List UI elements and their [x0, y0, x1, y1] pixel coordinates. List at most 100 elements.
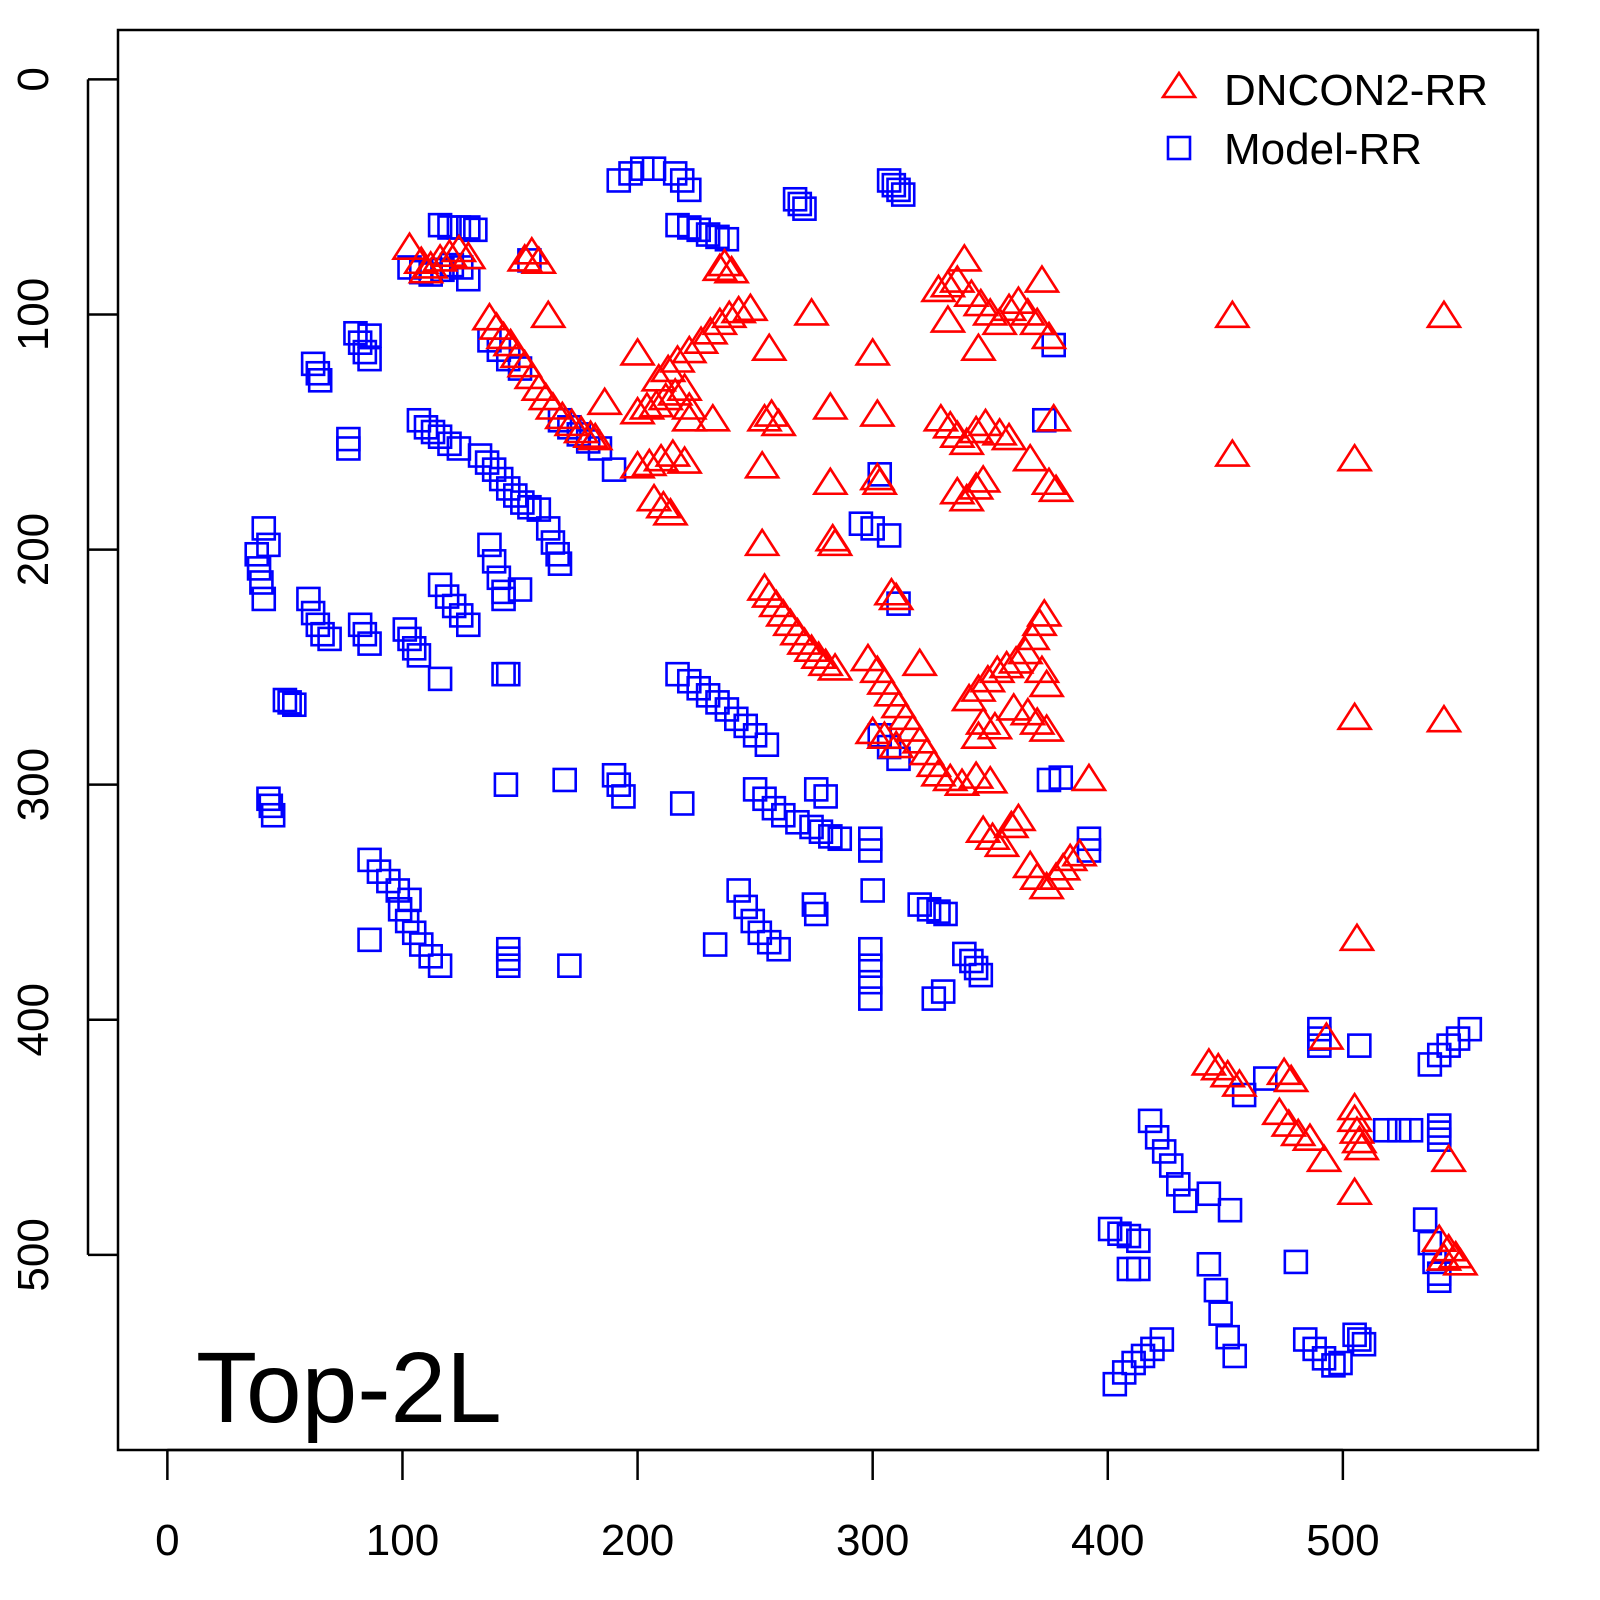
- dncon2-rr-point: [743, 449, 781, 479]
- dncon2-rr-point: [1028, 713, 1066, 742]
- model-rr-point: [705, 690, 730, 715]
- model-rr-point: [1398, 1117, 1424, 1143]
- dncon2-rr-point: [816, 652, 854, 681]
- model-rr-point: [491, 661, 516, 687]
- dncon2-rr-point: [1430, 1143, 1468, 1173]
- model-rr-point: [495, 946, 521, 971]
- dncon2-rr-point: [553, 407, 591, 437]
- dncon2-rr-point: [929, 268, 967, 298]
- model-rr-point: [803, 777, 829, 802]
- dncon2-rr-point: [800, 640, 837, 670]
- model-rr-point: [959, 948, 984, 974]
- dncon2-rr-point: [1336, 1103, 1373, 1133]
- model-rr-point: [300, 351, 326, 377]
- model-rr-point: [669, 791, 695, 816]
- model-rr-point: [662, 161, 688, 186]
- dncon2-rr-point: [1190, 1047, 1228, 1076]
- dncon2-rr-point: [720, 294, 758, 324]
- model-rr-point: [771, 802, 796, 828]
- dncon2-rr-point: [873, 576, 910, 606]
- model-rr-point: [336, 426, 361, 452]
- legend: DNCON2-RR Model-RR: [1160, 66, 1488, 174]
- dncon2-rr-point: [1028, 668, 1066, 698]
- model-rr-point: [1137, 1108, 1163, 1134]
- model-rr-point: [376, 868, 401, 894]
- dncon2-rr-point: [670, 391, 708, 420]
- model-rr-point: [858, 838, 883, 863]
- model-rr-point: [547, 551, 573, 576]
- dncon2-rr-point: [1308, 1021, 1345, 1050]
- dncon2-rr-point: [1014, 621, 1051, 651]
- model-rr-point: [272, 687, 298, 713]
- model-rr-point: [1203, 1277, 1229, 1303]
- y-tick-label: 100: [9, 278, 58, 351]
- dncon2-rr-point: [391, 231, 428, 260]
- y-tick-label: 400: [9, 983, 58, 1056]
- dncon2-rr-point: [750, 332, 788, 362]
- model-rr-point: [352, 621, 378, 647]
- dncon2-rr-point: [628, 391, 666, 420]
- dncon2-rr-point: [619, 395, 656, 425]
- dncon2-rr-point: [988, 649, 1026, 679]
- dncon2-rr-point: [793, 297, 830, 326]
- model-rr-point: [317, 626, 342, 652]
- model-rr-point: [557, 953, 582, 978]
- dncon2-rr-point: [645, 489, 682, 519]
- dncon2-rr-point: [786, 626, 823, 655]
- dncon2-rr-point: [520, 245, 558, 275]
- model-rr-point: [336, 436, 361, 461]
- model-rr-point: [441, 593, 467, 619]
- model-rr-point: [686, 675, 711, 701]
- model-rr-point: [676, 668, 702, 694]
- dncon2-rr-point: [1070, 762, 1108, 792]
- dncon2-rr-point: [811, 391, 849, 420]
- dncon2-rr-point: [1011, 442, 1049, 472]
- model-rr-point: [1351, 1331, 1377, 1357]
- model-rr-point: [886, 177, 911, 203]
- dncon2-rr-point: [421, 242, 459, 272]
- x-tick-label: 400: [1071, 1516, 1144, 1565]
- dncon2-rr-point: [640, 362, 678, 392]
- model-rr-point: [756, 929, 782, 955]
- dncon2-rr-point: [670, 402, 708, 432]
- dncon2-rr-point: [938, 264, 976, 293]
- model-rr-point: [669, 168, 695, 193]
- model-rr-point: [1158, 1153, 1184, 1178]
- dncon2-rr-point: [943, 767, 981, 796]
- model-rr-point: [766, 936, 791, 962]
- dncon2-rr-point: [619, 337, 656, 366]
- model-rr-point: [714, 697, 740, 722]
- model-rr-point: [418, 943, 443, 969]
- model-rr-point: [357, 346, 382, 372]
- dncon2-rr-point: [858, 398, 896, 427]
- dncon2-rr-point: [1051, 842, 1089, 872]
- model-rr-point: [481, 457, 507, 482]
- dncon2-rr-point: [692, 315, 729, 345]
- model-rr-point: [256, 786, 281, 812]
- dncon2-rr-point: [666, 445, 703, 474]
- dncon2-rr-point: [1035, 402, 1073, 432]
- model-rr-point: [1076, 838, 1102, 863]
- model-rr-point: [782, 186, 808, 212]
- dncon2-rr-point: [922, 402, 960, 432]
- dncon2-rr-point: [1336, 1176, 1373, 1206]
- model-rr-point: [366, 859, 392, 884]
- model-rr-point: [1426, 1113, 1452, 1138]
- model-rr-point: [1041, 332, 1066, 358]
- model-rr-point: [1116, 1223, 1142, 1249]
- model-rr-point: [463, 217, 488, 243]
- dncon2-rr-point: [960, 720, 997, 749]
- model-rr-point: [1126, 1228, 1151, 1254]
- model-rr-point: [406, 643, 432, 668]
- dncon2-rr-point: [1221, 1068, 1258, 1097]
- panel-annotation: Top-2L: [196, 1332, 502, 1444]
- model-rr-point: [818, 824, 843, 849]
- model-rr-point: [357, 631, 382, 656]
- model-rr-point: [427, 212, 453, 238]
- dncon2-rr-point: [1037, 473, 1075, 503]
- dncon2-rr-point: [760, 407, 798, 437]
- dncon2-rr-point: [1018, 306, 1056, 336]
- model-rr-point: [916, 896, 942, 922]
- model-rr-point: [1457, 1016, 1483, 1042]
- dncon2-rr-point: [1030, 466, 1068, 496]
